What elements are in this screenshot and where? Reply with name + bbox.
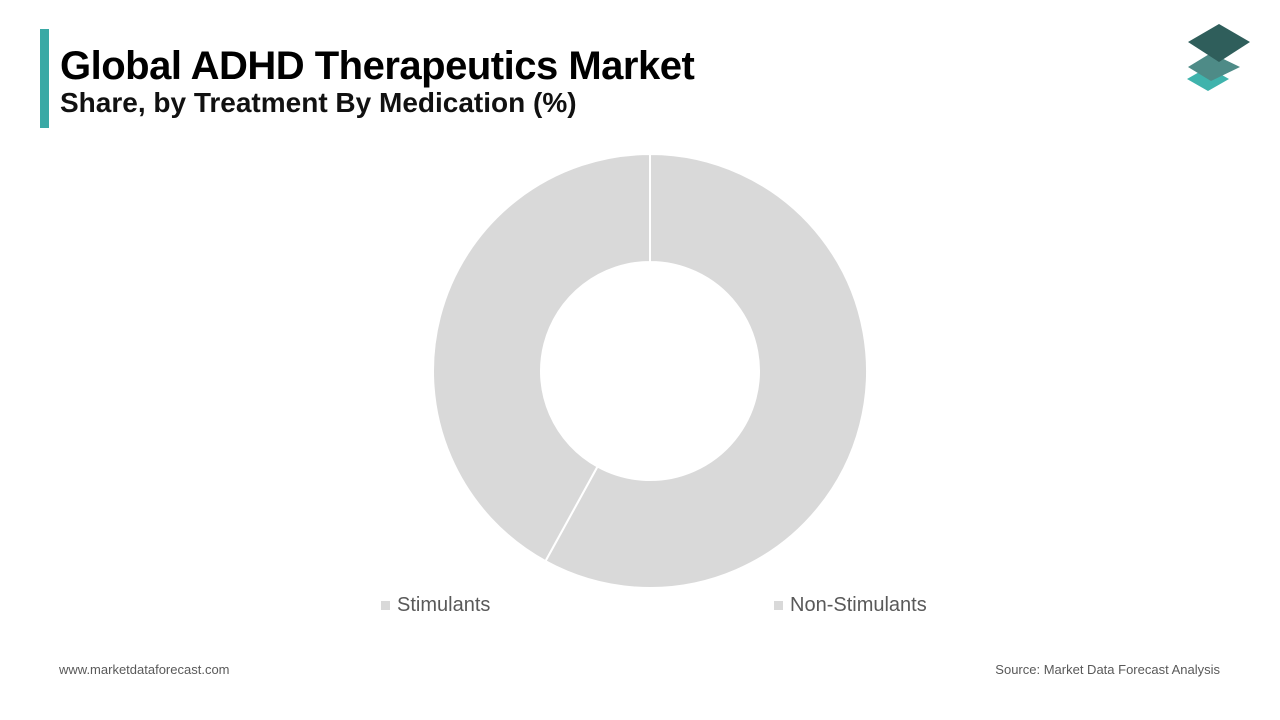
legend-swatch — [774, 601, 783, 610]
title-accent-bar — [40, 29, 49, 128]
page-subtitle: Share, by Treatment By Medication (%) — [60, 87, 577, 118]
chart-legend: Stimulants Non-Stimulants — [0, 594, 1280, 620]
legend-label: Stimulants — [397, 594, 491, 616]
logo-layer-middle — [1188, 53, 1240, 81]
legend-item-stimulants: Stimulants — [381, 594, 490, 617]
footer-source: Source: Market Data Forecast Analysis — [995, 662, 1220, 677]
donut-slices — [431, 152, 868, 589]
page-title: Global ADHD Therapeutics Market — [60, 44, 695, 88]
donut-slice-non-stimulants — [431, 152, 651, 563]
footer-website: www.marketdataforecast.com — [59, 662, 230, 677]
legend-item-non-stimulants: Non-Stimulants — [774, 594, 927, 617]
stacked-layers-icon — [1187, 24, 1250, 91]
logo-layer-top — [1188, 24, 1250, 62]
legend-swatch — [381, 601, 390, 610]
legend-label: Non-Stimulants — [790, 594, 927, 616]
donut-slice-stimulants — [544, 152, 868, 589]
